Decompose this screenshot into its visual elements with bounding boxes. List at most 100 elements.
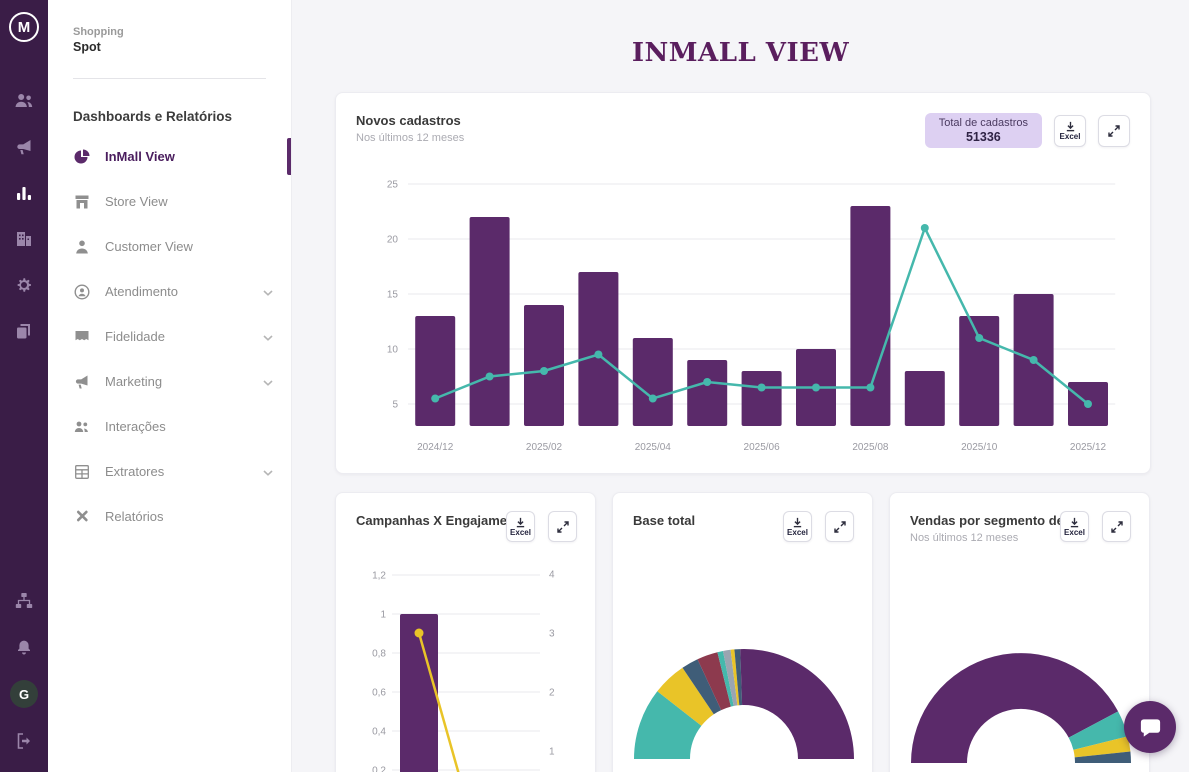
sidebar-menu: InMall View Store View Customer View Ate… [48,134,291,539]
card-title: Base total [633,513,696,528]
card-title: Campanhas X Engajamento [356,513,524,528]
bell-icon[interactable] [0,624,48,670]
sidebar-item-label: Interações [105,419,166,434]
card-campanhas-engajamento: Campanhas X Engajamento Excel 1,2 1 0,8 0,6… [335,492,596,772]
main-content: INMALL VIEW Novos cadastros Nos últimos … [292,0,1189,772]
avatar[interactable]: G [10,680,38,708]
shopping-label: Shopping [73,26,124,38]
sidebar-item-interacoes[interactable]: Interações [48,404,291,449]
sidebar-item-marketing[interactable]: Marketing [48,359,291,404]
chat-bubble-icon [1140,718,1160,737]
sidebar-item-atendimento[interactable]: Atendimento [48,269,291,314]
svg-text:2025/10: 2025/10 [961,442,998,453]
gear-icon[interactable] [0,262,48,308]
vendas-segmento-chart[interactable] [890,633,1150,772]
divider [73,78,266,79]
card-novos-cadastros: Novos cadastros Nos últimos 12 meses Tot… [335,92,1151,474]
svg-text:20: 20 [387,235,399,246]
sidebar-item-label: Fidelidade [105,329,165,344]
app-logo[interactable]: M [9,12,39,42]
sidebar-item-label: Atendimento [105,284,178,299]
excel-download-button[interactable]: Excel [1054,114,1086,147]
sidebar-item-label: Extratores [105,464,165,479]
shopping-selector[interactable]: Shopping Spot [48,0,291,54]
chevron-down-icon [263,328,273,346]
users-icon[interactable] [0,78,48,124]
svg-text:25: 25 [387,180,399,191]
sidebar-item-fidelidade[interactable]: Fidelidade [48,314,291,359]
expand-button[interactable] [825,511,854,542]
chat-widget-button[interactable] [1124,701,1176,753]
svg-text:2024/12: 2024/12 [417,442,454,453]
people-icon [73,418,91,436]
megaphone-icon [73,373,91,391]
card-title: Novos cadastros [356,113,461,128]
svg-text:2025/06: 2025/06 [744,442,781,453]
analytics-icon[interactable] [0,170,48,216]
expand-button[interactable] [1098,114,1130,147]
total-cadastros-badge: Total de cadastros 51336 [924,113,1042,148]
svg-text:1,2: 1,2 [372,571,386,582]
svg-text:0,6: 0,6 [372,688,386,699]
excel-download-button[interactable]: Excel [1060,511,1089,542]
sidebar: Shopping Spot Dashboards e Relatórios In… [48,0,292,772]
chevron-down-icon [263,283,273,301]
campanhas-engajamento-chart[interactable]: 1,2 1 0,8 0,6 0,4 0,2 4 3 2 1 [354,555,579,772]
building-icon[interactable] [0,216,48,262]
svg-text:2025/02: 2025/02 [526,442,563,453]
svg-text:3: 3 [549,629,555,640]
expand-icon [833,520,846,533]
svg-text:0,8: 0,8 [372,649,386,660]
novos-cadastros-chart[interactable]: 25 20 15 10 5 2024/12 2025/02 2025/04 2025/06 202… [356,173,1132,465]
svg-text:2: 2 [549,688,555,699]
store-icon [73,193,91,211]
download-icon [793,517,802,527]
sidebar-section-title: Dashboards e Relatórios [73,109,233,124]
download-icon [516,517,525,527]
shopping-name: Spot [73,40,101,54]
table-icon [73,463,91,481]
logout-icon[interactable] [0,718,48,764]
card-subtitle: Nos últimos 12 meses [910,532,1019,544]
badge-value: 51336 [965,130,1001,144]
sidebar-item-inmall-view[interactable]: InMall View [48,134,291,179]
svg-text:15: 15 [387,290,399,301]
expand-button[interactable] [548,511,577,542]
sidebar-item-label: Relatórios [105,509,164,524]
sidebar-item-label: InMall View [105,149,175,164]
sidebar-item-relatorios[interactable]: Relatórios [48,494,291,539]
copy-icon[interactable] [0,308,48,354]
card-subtitle: Nos últimos 12 meses [356,132,465,144]
sitemap-icon[interactable] [0,578,48,624]
svg-text:2025/12: 2025/12 [1070,442,1107,453]
tools-icon [73,508,91,526]
expand-icon [1108,124,1120,137]
sidebar-item-label: Store View [105,194,168,209]
excel-download-button[interactable]: Excel [506,511,535,542]
excel-download-button[interactable]: Excel [783,511,812,542]
icon-rail: M [0,0,48,772]
svg-text:1: 1 [380,610,386,621]
chevron-down-icon [263,463,273,481]
chevron-down-icon [263,373,273,391]
svg-text:4: 4 [549,570,555,581]
svg-text:10: 10 [387,345,399,356]
support-icon [73,283,91,301]
svg-text:0,4: 0,4 [372,727,386,738]
expand-button[interactable] [1102,511,1131,542]
badge-label: Total de cadastros [938,117,1028,129]
sidebar-item-store-view[interactable]: Store View [48,179,291,224]
base-total-chart[interactable] [613,633,873,772]
svg-text:0,2: 0,2 [372,766,386,772]
megaphone-icon[interactable] [0,124,48,170]
pie-chart-icon [73,148,91,166]
loyalty-icon [73,328,91,346]
card-title: Vendas por segmento de loja [910,513,1078,528]
page-title: INMALL VIEW [631,38,850,68]
sidebar-item-customer-view[interactable]: Customer View [48,224,291,269]
card-base-total: Base total Excel [612,492,873,772]
sidebar-item-extratores[interactable]: Extratores [48,449,291,494]
expand-icon [1110,520,1123,533]
svg-text:2025/04: 2025/04 [635,442,672,453]
